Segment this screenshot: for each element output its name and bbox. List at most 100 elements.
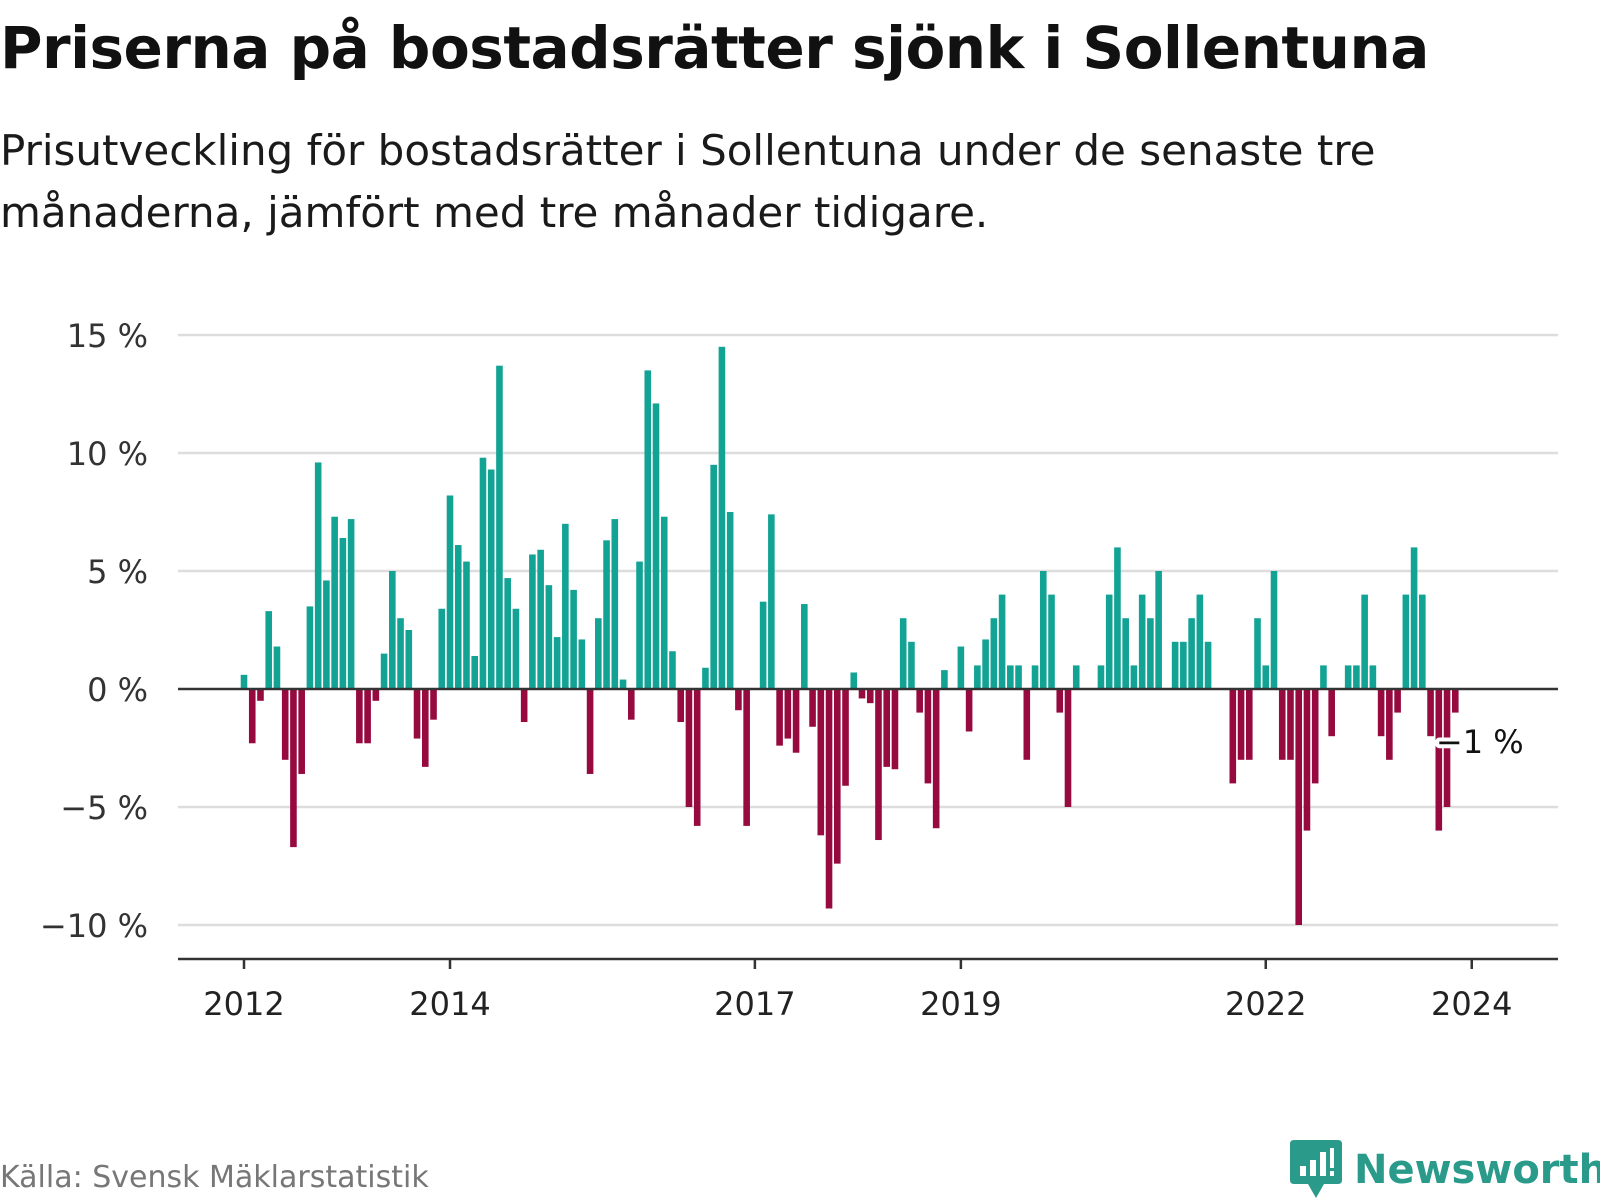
bar-chart: 15 % 10 % 5 % 0 % −5 % −10 % 2012 2014 2017 2019… (40, 317, 1558, 1020)
bar (314, 462, 322, 689)
y-axis-labels: 15 % 10 % 5 % 0 % −5 % −10 % (40, 317, 148, 945)
bar (1427, 689, 1434, 737)
bar (801, 604, 808, 689)
x-tick-label: 2022 (1225, 985, 1306, 1020)
bar (1015, 665, 1022, 689)
bar (512, 608, 520, 689)
bar (595, 618, 602, 689)
bar (1196, 594, 1204, 689)
bar (1171, 641, 1179, 689)
y-tick-label: 5 % (87, 553, 148, 591)
bar (471, 655, 479, 689)
bar (825, 689, 833, 909)
bar (1155, 571, 1162, 689)
bar (685, 689, 693, 807)
bar (768, 514, 775, 689)
bar (1254, 618, 1261, 689)
bar (619, 679, 627, 689)
bar (1328, 689, 1335, 737)
bar (776, 689, 783, 746)
bar (1039, 571, 1047, 689)
bar (1122, 618, 1129, 689)
bar (1031, 665, 1039, 689)
bar (364, 689, 371, 744)
bar (858, 689, 866, 699)
bar (1056, 689, 1064, 713)
bar (1303, 689, 1311, 831)
bar (833, 689, 841, 864)
gridlines (178, 333, 1558, 927)
x-tick-label: 2014 (409, 985, 490, 1020)
bar (644, 370, 652, 689)
bar (1353, 665, 1360, 689)
bar (430, 689, 437, 720)
bar (759, 601, 767, 689)
bar (784, 689, 792, 739)
bar (446, 495, 454, 689)
bar (1278, 689, 1286, 760)
bar (1064, 689, 1072, 807)
chart-subtitle: Prisutveckling för bostadsrätter i Solle… (0, 126, 1376, 237)
newsworthy-logo-icon (1290, 1140, 1342, 1198)
bar (1072, 665, 1080, 689)
bar (240, 674, 248, 689)
brand-logo[interactable]: Newsworthy (1290, 1140, 1600, 1200)
bar (1105, 594, 1113, 689)
bar (883, 689, 891, 767)
x-tick-label: 2012 (203, 985, 284, 1020)
bar (1435, 689, 1443, 831)
bar (1180, 641, 1187, 689)
bar (504, 578, 511, 689)
bar (627, 689, 635, 720)
bar (496, 365, 503, 689)
bar (990, 618, 998, 689)
bar (1204, 641, 1212, 689)
bars (240, 346, 1459, 925)
x-tick-label: 2019 (920, 985, 1001, 1020)
bar (866, 689, 874, 704)
bar (1369, 665, 1377, 689)
bar (438, 608, 446, 689)
bar (520, 689, 528, 723)
bar (1270, 571, 1278, 689)
bar (1377, 689, 1385, 737)
bar (405, 630, 413, 689)
bar (908, 641, 915, 689)
bar (265, 611, 273, 689)
bar (1419, 594, 1426, 689)
bar (809, 689, 816, 727)
bar (273, 646, 281, 689)
bar (916, 689, 923, 713)
bar (982, 639, 989, 689)
bar (545, 585, 553, 689)
bar (1188, 618, 1195, 689)
bar (389, 571, 396, 689)
bar (1394, 689, 1401, 713)
bar (899, 618, 907, 689)
bar (562, 523, 569, 689)
bar (570, 589, 577, 689)
bar (669, 651, 676, 689)
bar (372, 689, 380, 701)
bar (1007, 665, 1014, 689)
bar (339, 537, 347, 689)
x-tick-label: 2017 (714, 985, 795, 1020)
bar (1245, 689, 1253, 760)
bar (1287, 689, 1294, 760)
bar (537, 549, 544, 689)
bar (586, 689, 594, 774)
bar (421, 689, 429, 767)
brand-name: Newsworthy (1354, 1147, 1600, 1193)
bar (463, 561, 470, 689)
annotation: −1 % (1432, 719, 1528, 765)
bar (323, 580, 330, 689)
bar (611, 519, 619, 689)
bar (1229, 689, 1237, 784)
bar (1114, 547, 1121, 689)
bar (1048, 594, 1055, 689)
x-axis: 2012 2014 2017 2019 2022 2024 (178, 957, 1558, 1020)
bar (529, 554, 536, 689)
bar (1237, 689, 1245, 760)
y-tick-label: −5 % (60, 789, 148, 827)
bar (875, 689, 882, 841)
